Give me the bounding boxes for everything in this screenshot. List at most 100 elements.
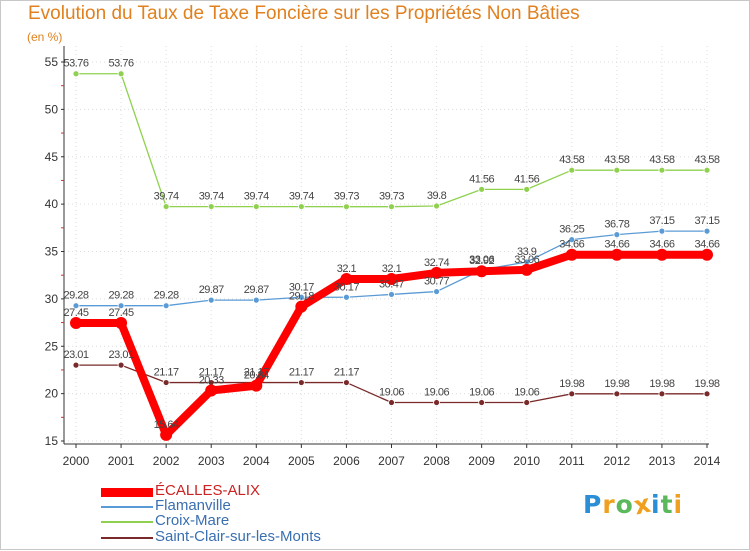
data-point	[655, 248, 668, 261]
data-point	[658, 390, 666, 398]
legend-swatch	[101, 537, 153, 539]
data-point	[523, 399, 531, 406]
legend-label: Flamanville	[155, 497, 231, 514]
y-tick-label: 55	[45, 55, 59, 69]
data-label: 29.28	[63, 290, 88, 302]
data-label: 19.98	[604, 378, 629, 390]
data-label: 23.01	[109, 349, 134, 361]
data-label: 39.74	[154, 191, 179, 203]
data-label: 32.1	[382, 263, 402, 275]
data-point	[295, 300, 308, 313]
data-label: 27.45	[63, 307, 88, 319]
data-point	[433, 288, 440, 295]
x-tick-label: 2007	[378, 454, 405, 468]
data-label: 39.8	[427, 190, 447, 202]
y-tick-label: 20	[45, 387, 59, 401]
data-label: 20.84	[244, 370, 269, 382]
data-label: 19.06	[514, 387, 539, 399]
data-point	[613, 390, 621, 398]
data-label: 36.25	[559, 224, 584, 236]
data-point	[252, 296, 260, 304]
data-label: 32.74	[424, 257, 449, 269]
data-label: 34.66	[559, 239, 584, 251]
data-label: 15.64	[154, 419, 179, 431]
y-tick-label: 45	[45, 150, 59, 164]
data-point	[70, 317, 82, 330]
data-point	[343, 293, 350, 301]
data-label: 21.17	[154, 367, 179, 379]
data-label: 30.17	[334, 281, 359, 293]
data-label: 32.1	[337, 263, 357, 275]
logo-letter: i	[651, 490, 661, 519]
data-point	[475, 265, 488, 278]
proxiti-logo: Proxiti	[583, 489, 683, 521]
data-label: 29.28	[154, 290, 179, 302]
x-tick-label: 2013	[649, 454, 676, 468]
data-point	[162, 379, 170, 386]
data-point	[162, 302, 170, 310]
data-point	[610, 248, 623, 261]
data-label: 53.76	[63, 58, 88, 70]
data-point	[478, 185, 486, 193]
data-point	[703, 390, 711, 398]
data-point	[568, 166, 576, 174]
data-point	[160, 428, 173, 441]
data-point	[297, 293, 305, 301]
data-label: 19.06	[469, 387, 494, 399]
y-tick-label: 15	[45, 434, 59, 448]
y-tick-label: 50	[45, 102, 59, 116]
logo-letter: P	[583, 490, 603, 519]
data-point	[207, 296, 215, 304]
data-point	[430, 266, 443, 279]
x-tick-label: 2009	[468, 454, 495, 468]
logo-letter: r	[602, 490, 616, 519]
x-tick-label: 2005	[288, 454, 315, 468]
data-label: 21.17	[334, 367, 359, 379]
data-label: 37.15	[694, 215, 719, 227]
data-point	[297, 379, 305, 386]
data-label: 29.28	[109, 290, 134, 302]
x-tick-label: 2000	[63, 454, 90, 468]
data-label: 20.33	[199, 374, 224, 386]
data-point	[343, 203, 350, 211]
y-tick-label: 25	[45, 339, 59, 353]
data-label: 32.92	[469, 255, 494, 267]
data-label: 43.58	[694, 154, 719, 166]
data-point	[478, 399, 486, 406]
data-label: 30.47	[379, 278, 404, 290]
data-label: 41.56	[469, 173, 494, 185]
y-tick-label: 30	[45, 292, 59, 306]
data-point	[703, 166, 711, 174]
data-point	[117, 70, 125, 78]
data-point	[385, 272, 398, 285]
data-point	[117, 361, 125, 369]
data-label: 36.78	[604, 219, 629, 231]
data-label: 33.06	[514, 254, 539, 266]
data-label: 33.9	[517, 246, 537, 258]
data-label: 37.15	[649, 215, 674, 227]
data-label: 41.56	[514, 173, 539, 185]
x-tick-label: 2006	[333, 454, 360, 468]
data-label: 34.66	[694, 239, 719, 251]
data-point	[117, 302, 125, 310]
data-label: 21.17	[244, 367, 269, 379]
data-point	[205, 384, 218, 397]
data-label: 39.73	[379, 191, 404, 203]
x-tick-label: 2001	[108, 454, 135, 468]
data-point	[72, 70, 80, 78]
x-tick-label: 2008	[423, 454, 450, 468]
data-point	[72, 361, 80, 369]
legend-label: Croix-Mare	[155, 512, 230, 529]
data-label: 27.45	[109, 307, 134, 319]
data-point	[658, 227, 666, 235]
data-point	[297, 203, 305, 210]
data-point	[115, 317, 128, 330]
data-label: 19.06	[424, 387, 449, 399]
x-tick-label: 2010	[513, 454, 540, 468]
x-tick-label: 2012	[604, 454, 631, 468]
data-label: 43.58	[559, 154, 584, 166]
data-point	[568, 236, 576, 244]
data-label: 19.98	[559, 378, 584, 390]
